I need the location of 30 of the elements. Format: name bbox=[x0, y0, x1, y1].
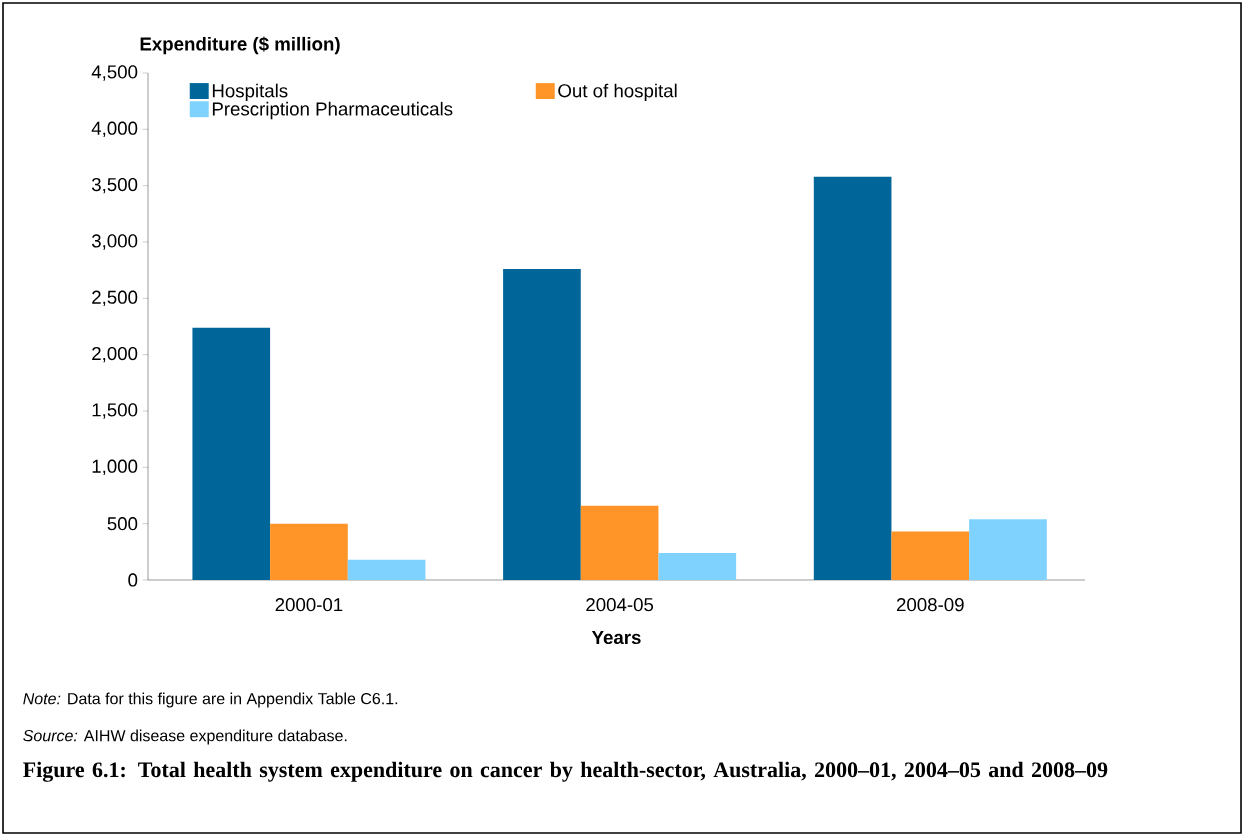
y-tick-label: 1,000 bbox=[92, 459, 138, 476]
bar bbox=[658, 552, 737, 580]
legend-label: Out of hospital bbox=[558, 83, 677, 102]
legend-label: Hospitals bbox=[212, 83, 288, 102]
y-tick-label: 1,500 bbox=[92, 403, 138, 419]
bar bbox=[813, 176, 892, 580]
y-axis-title: Expenditure ($ million) bbox=[140, 36, 340, 55]
bar bbox=[192, 327, 271, 580]
y-tick-label: 4,000 bbox=[91, 121, 138, 138]
bar bbox=[503, 269, 581, 580]
y-tick-label: 3,000 bbox=[91, 234, 138, 250]
y-tick-label: 2,500 bbox=[92, 290, 138, 307]
y-tick-label: 2,000 bbox=[92, 346, 138, 363]
x-tick-label: 2008-09 bbox=[896, 598, 964, 612]
legend-label: Prescription Pharmaceuticals bbox=[212, 101, 453, 120]
y-tick-label: 3,500 bbox=[91, 177, 138, 194]
bar bbox=[891, 531, 970, 580]
bar bbox=[969, 519, 1047, 580]
text: Source: AIHW disease expenditure database. bbox=[23, 729, 347, 745]
y-tick-label: 500 bbox=[107, 517, 138, 531]
bar bbox=[270, 523, 348, 580]
y-tick-label: 0 bbox=[128, 573, 138, 587]
text: Note: Data for this figure are in Appendix Table C6.1. bbox=[23, 692, 398, 708]
x-axis-title: Years bbox=[591, 631, 641, 645]
text: Figure 6.1: Total health system expenditure on cancer by health-sector, Australia, 2000–01, 2004–05 and 2008–09 bbox=[23, 761, 1108, 782]
y-tick-label: 4,500 bbox=[91, 65, 138, 81]
bar bbox=[347, 559, 426, 580]
bar bbox=[580, 505, 659, 580]
x-tick-label: 2004-05 bbox=[586, 598, 654, 612]
x-tick-label: 2000-01 bbox=[275, 598, 343, 612]
